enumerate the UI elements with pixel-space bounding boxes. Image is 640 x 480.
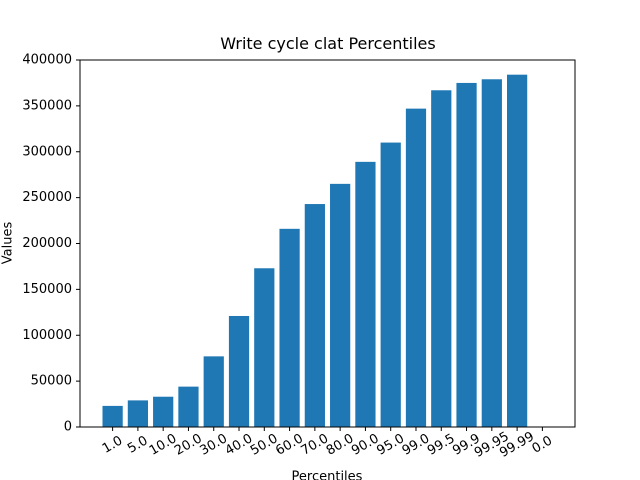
y-tick-label: 150000 <box>22 282 72 297</box>
bar <box>127 400 149 427</box>
bar <box>279 228 300 427</box>
bar <box>178 386 199 427</box>
y-tick-label: 350000 <box>22 98 72 113</box>
bar <box>228 315 250 427</box>
y-tick-label: 50000 <box>31 374 72 389</box>
bar <box>304 204 325 427</box>
bar <box>355 161 376 427</box>
y-tick-label: 0 <box>64 420 72 435</box>
bar <box>153 396 174 427</box>
chart-title: Write cycle clat Percentiles <box>220 34 435 53</box>
bar <box>330 183 351 427</box>
bar <box>102 405 123 427</box>
bar <box>431 90 452 427</box>
y-tick-label: 250000 <box>22 190 72 205</box>
bar <box>254 268 275 427</box>
bar <box>506 74 528 428</box>
y-axis-label: Values <box>1 222 16 265</box>
bar <box>456 82 477 427</box>
y-tick-label: 200000 <box>22 236 72 251</box>
plot-frame <box>79 59 576 428</box>
y-tick-label: 400000 <box>22 53 72 68</box>
y-tick-label: 100000 <box>22 328 72 343</box>
bar <box>380 142 401 427</box>
bar <box>405 108 427 427</box>
x-axis-label: Percentiles <box>292 470 363 480</box>
bar <box>481 79 502 427</box>
y-tick-label: 300000 <box>22 144 72 159</box>
bar <box>203 356 224 427</box>
